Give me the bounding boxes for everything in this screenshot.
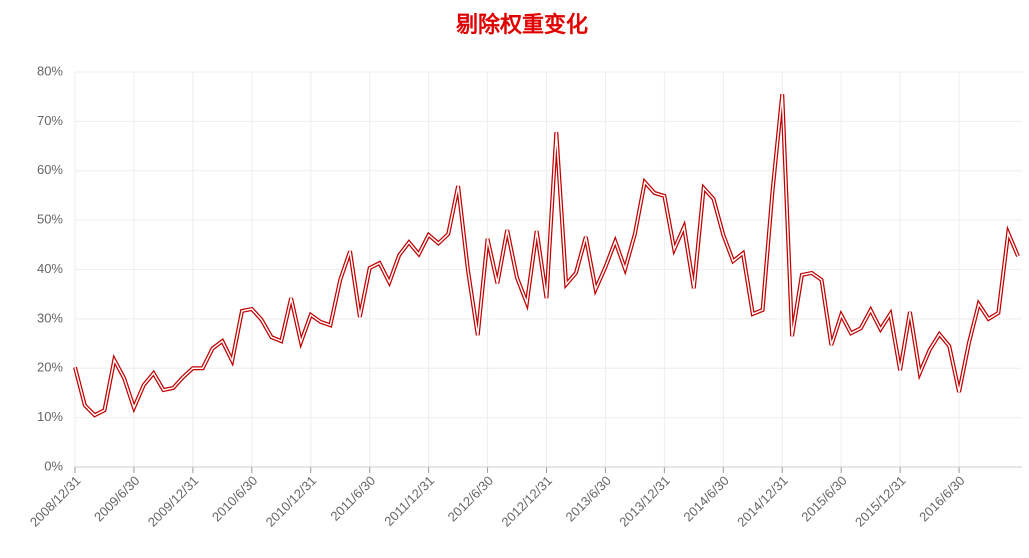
x-tick-label: 2010/12/31 [263,473,320,530]
line-inner [74,94,1019,417]
y-tick-label: 70% [37,113,63,128]
x-tick-label: 2014/12/31 [734,473,791,530]
x-tick-label: 2015/6/30 [798,473,850,525]
y-tick-label: 60% [37,162,63,177]
x-tick-label: 2016/6/30 [916,473,968,525]
y-tick-label: 40% [37,261,63,276]
x-tick-label: 2009/6/30 [91,473,143,525]
x-tick-label: 2011/6/30 [327,473,378,524]
y-tick-label: 0% [44,458,63,473]
y-tick-label: 20% [37,360,63,375]
x-tick-label: 2008/12/31 [27,473,84,530]
y-tick-label: 50% [37,212,63,227]
x-tick-label: 2013/6/30 [562,473,614,525]
x-tick-label: 2014/6/30 [680,473,732,525]
chart-title: 剔除权重变化 [455,12,588,37]
x-tick-label: 2012/6/30 [445,473,497,525]
x-tick-label: 2013/12/31 [616,473,673,530]
x-tick-label: 2015/12/31 [852,473,909,530]
x-tick-label: 2010/6/30 [209,473,261,525]
y-tick-label: 80% [37,63,63,78]
y-tick-label: 10% [37,409,63,424]
x-tick-label: 2011/12/31 [381,473,437,529]
y-tick-label: 30% [37,310,63,325]
x-tick-label: 2012/12/31 [498,473,555,530]
x-tick-label: 2009/12/31 [145,473,202,530]
